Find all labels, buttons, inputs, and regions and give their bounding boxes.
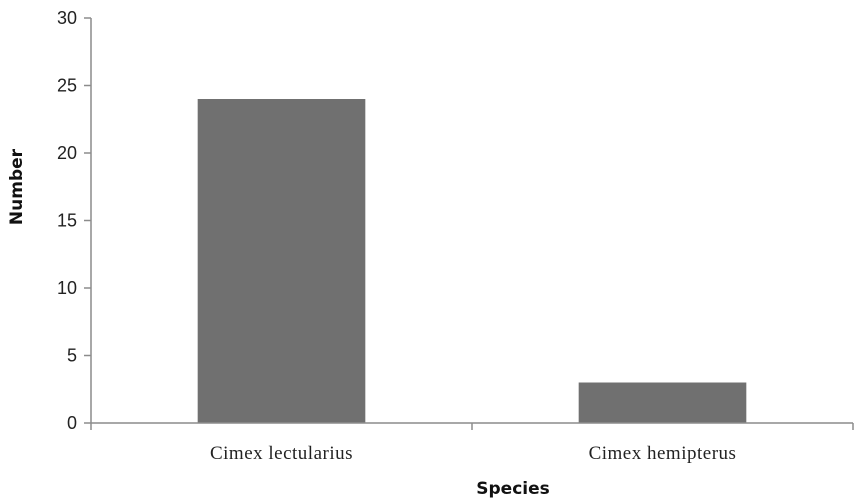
category-label: Cimex lectularius (210, 443, 353, 464)
category-label: Cimex hemipterus (589, 443, 737, 464)
y-tick-label: 15 (57, 211, 77, 231)
bar-1 (197, 99, 366, 423)
y-tick-label: 25 (57, 76, 77, 96)
y-axis-ticks: 0 5 10 15 20 25 30 (57, 8, 91, 433)
category-labels: Cimex lectularius Cimex hemipterus (210, 443, 736, 464)
y-axis-title: Number (7, 148, 27, 225)
x-axis-title: Species (476, 479, 550, 499)
x-axis-ticks (90, 423, 854, 430)
y-tick-label: 0 (67, 413, 77, 433)
y-tick-label: 30 (57, 8, 77, 28)
bar-2 (578, 382, 747, 423)
y-tick-label: 20 (57, 143, 77, 163)
bars (197, 99, 747, 423)
y-tick-label: 5 (67, 346, 77, 366)
y-tick-label: 10 (57, 278, 77, 298)
